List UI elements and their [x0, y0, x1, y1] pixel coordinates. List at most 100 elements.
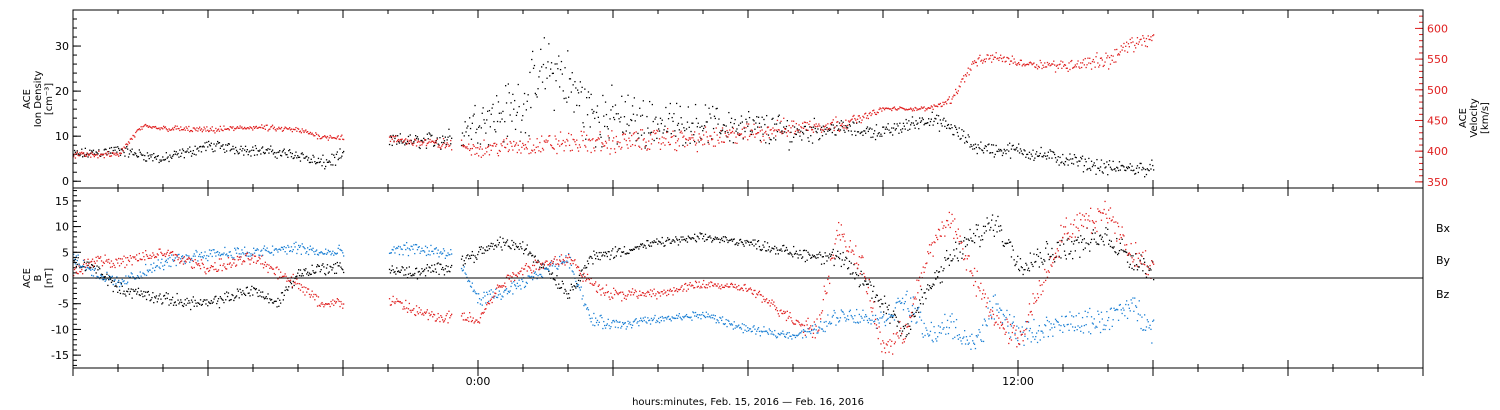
data-point — [618, 145, 620, 148]
data-point — [217, 298, 220, 300]
data-point — [977, 144, 979, 146]
data-point — [182, 129, 185, 131]
data-point — [869, 111, 871, 114]
data-point — [1118, 161, 1121, 163]
data-point — [737, 132, 739, 134]
data-point — [918, 306, 920, 309]
data-point — [171, 157, 173, 159]
data-point — [432, 140, 434, 142]
data-point — [488, 154, 491, 156]
data-point — [494, 245, 496, 247]
data-point — [400, 248, 402, 250]
data-point — [828, 257, 830, 259]
data-point — [774, 123, 776, 125]
data-point — [1065, 157, 1067, 159]
data-point — [1143, 329, 1145, 331]
data-point — [1087, 57, 1089, 59]
data-point — [789, 335, 791, 337]
data-point — [317, 134, 320, 136]
data-point — [1106, 161, 1108, 163]
data-point — [1120, 45, 1122, 47]
data-point — [766, 133, 768, 135]
data-point — [1080, 235, 1082, 237]
data-point — [931, 111, 933, 113]
data-point — [633, 132, 635, 134]
data-point — [959, 251, 961, 253]
data-point — [412, 142, 414, 144]
data-point — [785, 125, 788, 128]
data-point — [191, 259, 194, 262]
data-point — [788, 253, 790, 255]
data-point — [448, 128, 450, 130]
data-point — [810, 126, 812, 128]
data-point — [964, 343, 967, 345]
data-point — [1066, 158, 1068, 161]
data-point — [257, 127, 259, 129]
data-point — [485, 302, 487, 304]
data-point — [556, 275, 558, 277]
data-point — [716, 237, 718, 239]
data-point — [147, 155, 149, 157]
data-point — [485, 132, 487, 134]
data-point — [919, 108, 921, 110]
y-right-tick-label: 600 — [1427, 22, 1448, 35]
data-point — [570, 264, 572, 267]
data-point — [192, 149, 194, 152]
data-point — [913, 315, 915, 318]
data-point — [258, 150, 260, 152]
data-point — [437, 262, 439, 264]
data-point — [269, 252, 271, 254]
data-point — [87, 258, 89, 260]
data-point — [820, 254, 822, 256]
data-point — [610, 109, 612, 111]
data-point — [97, 269, 99, 271]
data-point — [820, 263, 823, 265]
data-point — [730, 117, 733, 120]
data-point — [1113, 168, 1115, 171]
data-point — [748, 123, 750, 125]
data-point — [567, 50, 569, 52]
data-point — [115, 258, 117, 260]
data-point — [487, 300, 490, 303]
data-point — [844, 316, 846, 319]
data-point — [324, 272, 326, 275]
data-point — [245, 255, 248, 257]
y-tick-label: 20 — [55, 85, 69, 98]
data-point — [213, 249, 215, 251]
data-point — [447, 143, 449, 146]
data-point — [252, 294, 254, 296]
data-point — [491, 296, 493, 298]
data-point — [249, 126, 251, 128]
data-point — [414, 139, 416, 141]
data-point — [1115, 252, 1117, 254]
data-point — [1063, 162, 1065, 165]
data-point — [513, 140, 515, 143]
data-point — [931, 339, 933, 341]
data-point — [397, 138, 400, 141]
data-point — [119, 282, 122, 284]
data-point — [734, 142, 736, 144]
data-point — [157, 298, 159, 300]
data-point — [577, 279, 580, 282]
data-point — [813, 255, 815, 257]
data-point — [319, 270, 321, 273]
data-point — [715, 238, 717, 240]
data-point — [148, 294, 150, 296]
data-point — [1108, 239, 1111, 242]
data-point — [424, 245, 427, 247]
data-point — [253, 154, 256, 156]
data-point — [479, 248, 482, 251]
data-point — [436, 263, 438, 265]
data-point — [738, 324, 740, 326]
data-point — [282, 299, 284, 301]
data-point — [196, 263, 198, 265]
data-point — [1008, 150, 1010, 152]
data-point — [667, 316, 669, 318]
data-point — [548, 43, 550, 45]
data-point — [131, 138, 133, 140]
data-point — [181, 304, 184, 307]
data-point — [719, 131, 721, 134]
data-point — [197, 130, 199, 132]
data-point — [632, 133, 635, 135]
data-point — [673, 135, 675, 137]
